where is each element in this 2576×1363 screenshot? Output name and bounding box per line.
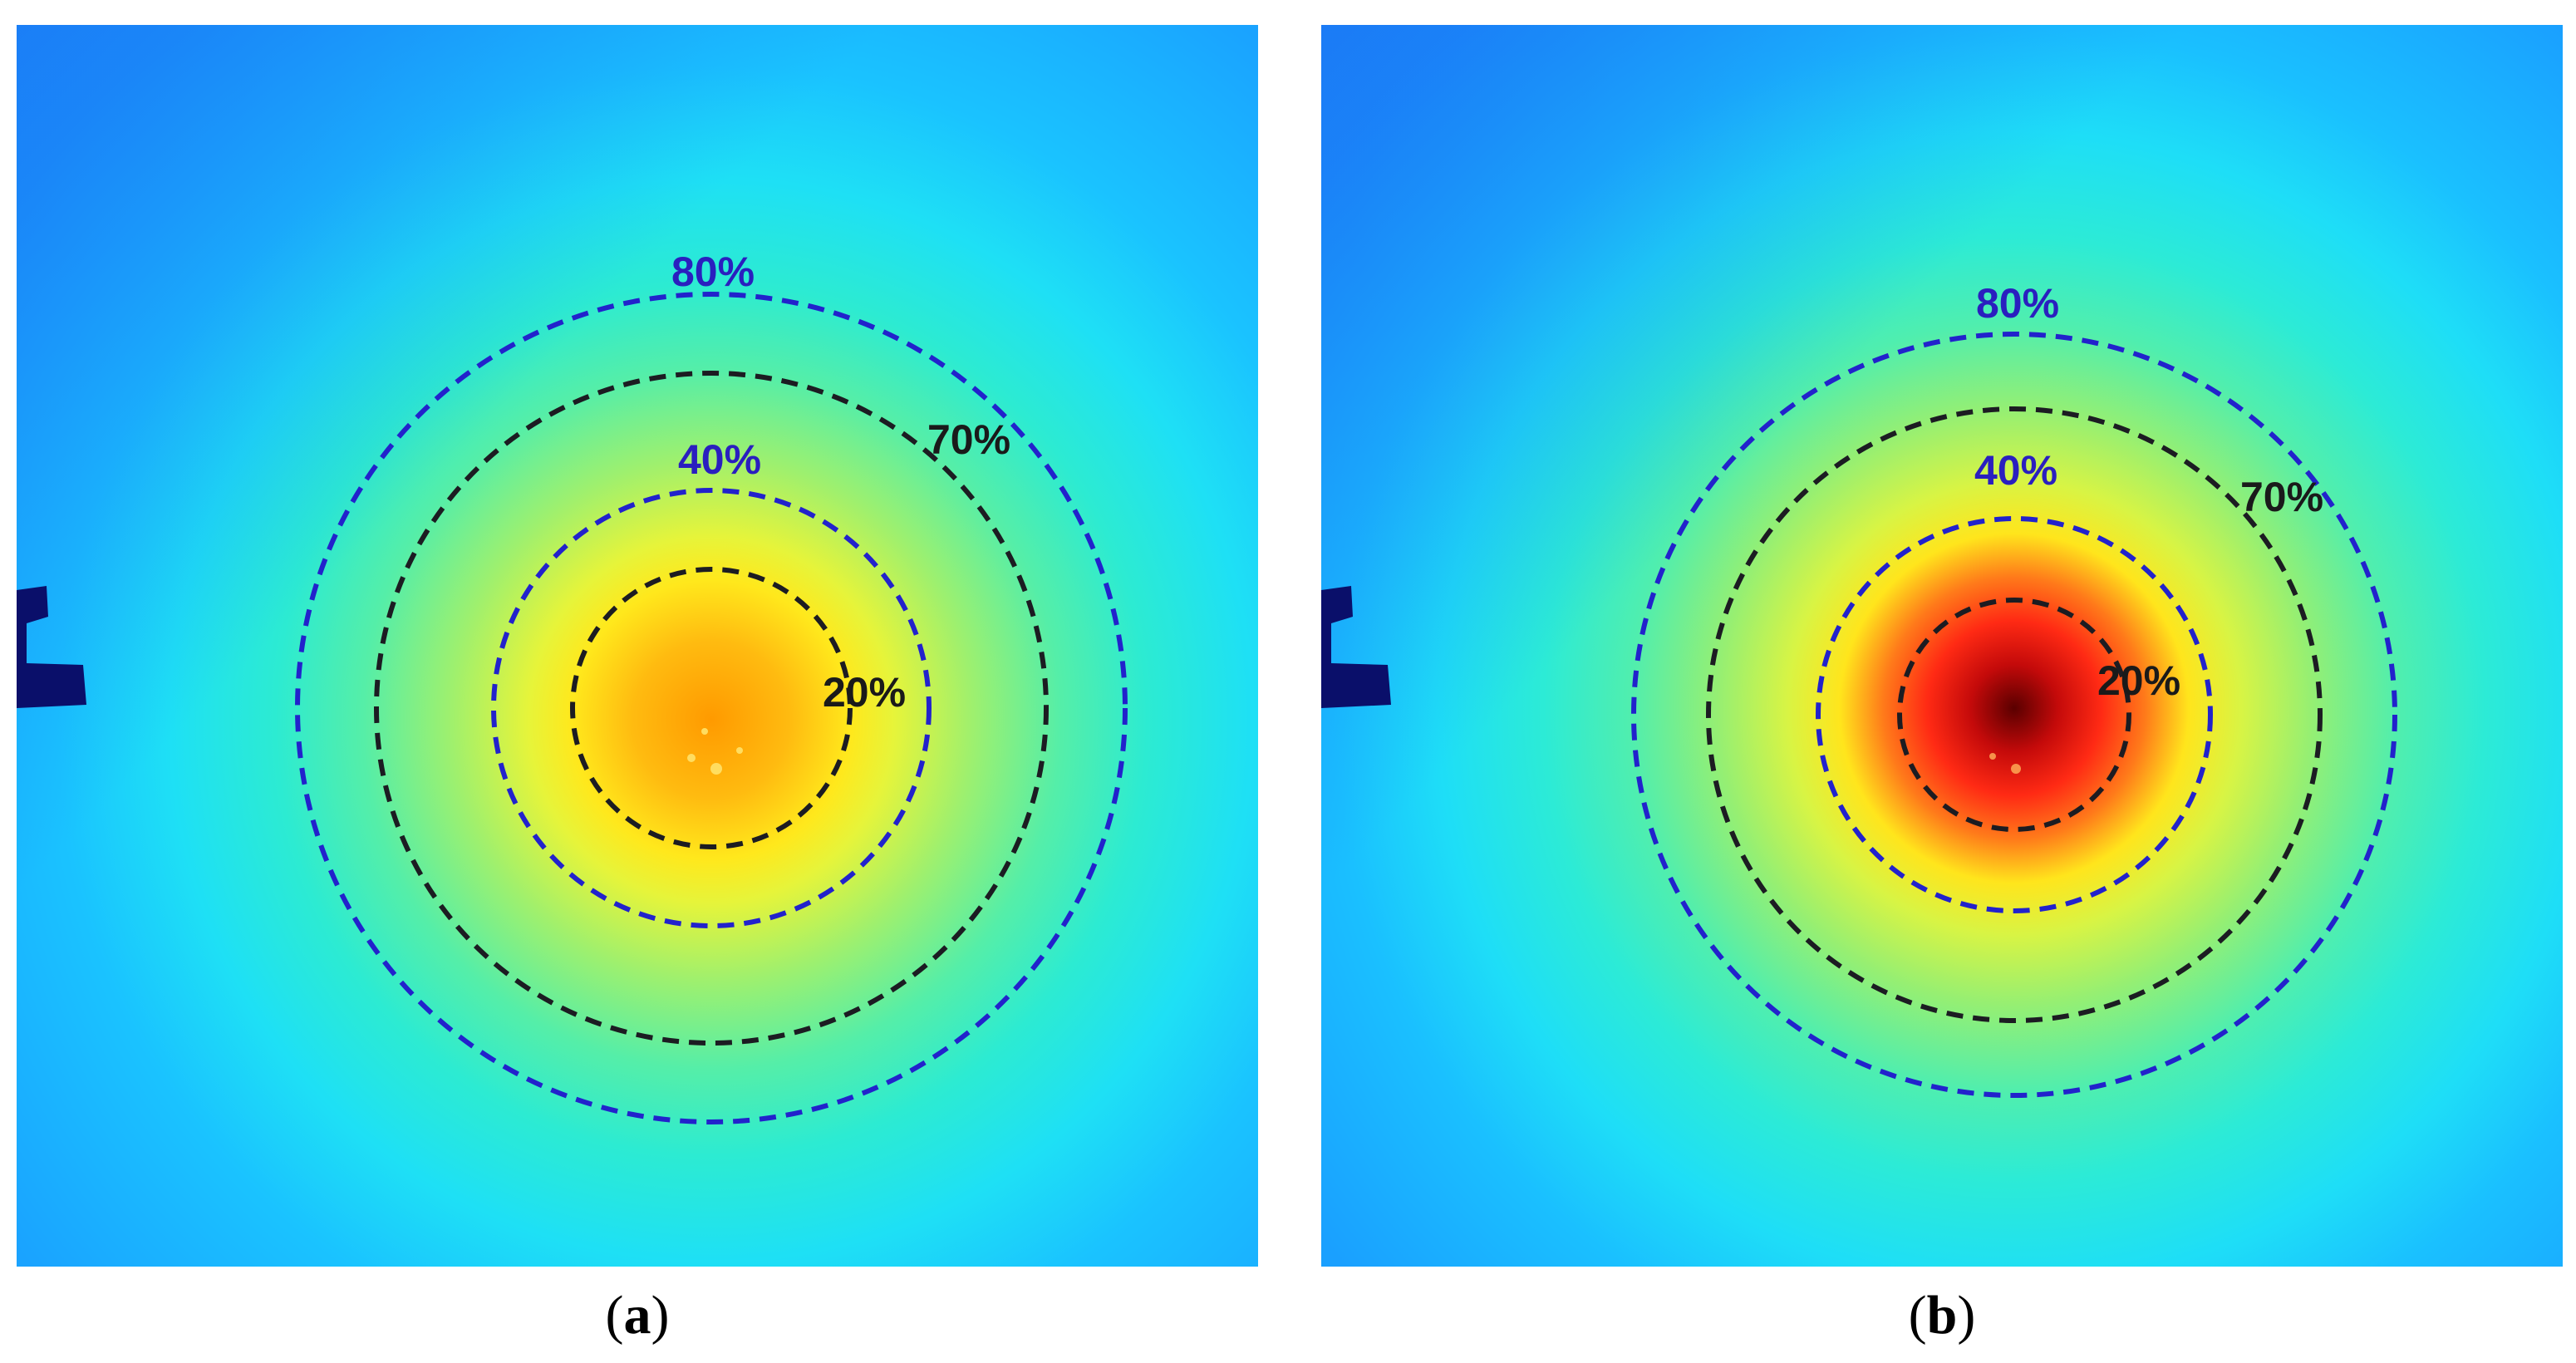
heatmap-b-figure: 80% 70% 40% 20%	[1321, 25, 2563, 1267]
label-40-percent: 40%	[678, 436, 761, 483]
heatmap-a-corner-shade	[17, 25, 1258, 1267]
speckles	[1989, 753, 2021, 774]
contour-80-percent	[295, 292, 1128, 1124]
heatmap-b-corner-shade	[1321, 25, 2563, 1267]
contour-20-percent	[570, 567, 853, 849]
caption-close-paren: )	[1957, 1285, 1976, 1346]
label-70-percent: 70%	[2240, 474, 2323, 520]
caption-b: (b)	[1859, 1288, 2025, 1343]
caption-letter: b	[1926, 1285, 1958, 1346]
label-20-percent: 20%	[2097, 657, 2180, 704]
caption-open-paren: (	[605, 1285, 624, 1346]
contour-20-percent	[1897, 598, 2131, 832]
edge-marker	[1321, 586, 1391, 708]
caption-open-paren: (	[1908, 1285, 1927, 1346]
caption-close-paren: )	[651, 1285, 670, 1346]
label-70-percent: 70%	[927, 416, 1010, 463]
contour-40-percent	[491, 488, 932, 928]
heatmap-panel-a: 80% 70% 40% 20%	[17, 25, 1258, 1267]
contour-40-percent	[1816, 516, 2213, 913]
label-80-percent: 80%	[671, 248, 755, 295]
contour-70-percent	[1706, 406, 2323, 1023]
contour-70-percent	[374, 371, 1049, 1046]
caption-a: (a)	[554, 1288, 720, 1343]
label-20-percent: 20%	[823, 669, 906, 716]
caption-letter: a	[623, 1285, 651, 1346]
edge-marker	[17, 586, 86, 708]
label-40-percent: 40%	[1974, 447, 2057, 494]
contour-80-percent	[1631, 332, 2397, 1098]
speckles	[687, 728, 743, 775]
label-80-percent: 80%	[1976, 280, 2059, 327]
heatmap-a-figure: 80% 70% 40% 20%	[17, 25, 1258, 1267]
heatmap-panel-b: 80% 70% 40% 20%	[1321, 25, 2563, 1267]
